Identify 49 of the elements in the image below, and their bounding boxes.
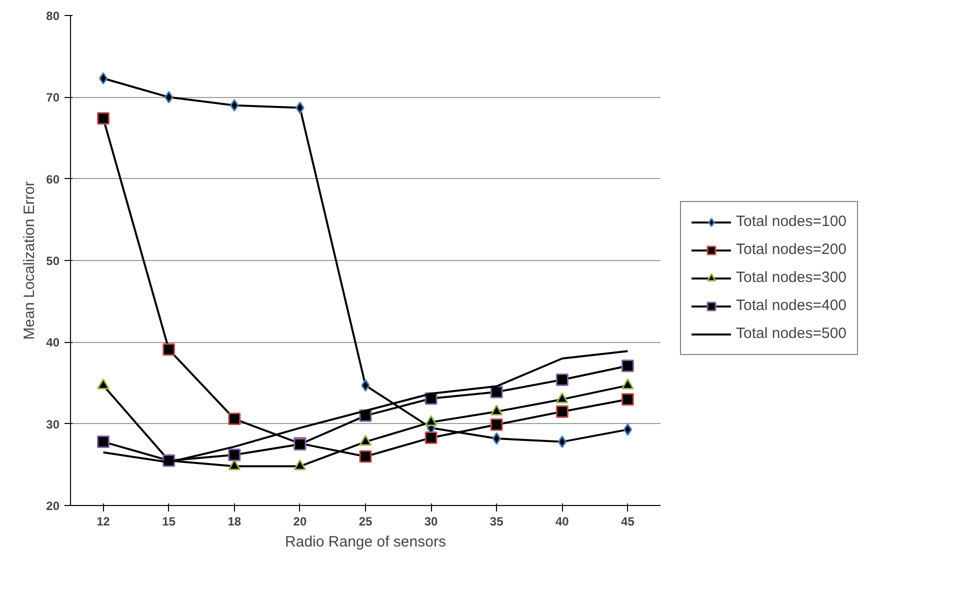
point bbox=[294, 459, 306, 470]
x-tick-label: 20 bbox=[293, 514, 307, 528]
point bbox=[492, 432, 502, 445]
legend-label: Total nodes=200 bbox=[736, 241, 847, 258]
point bbox=[621, 360, 634, 372]
y-tick-label: 30 bbox=[46, 417, 60, 432]
point bbox=[97, 378, 110, 390]
point bbox=[162, 343, 176, 356]
y-axis-title: Mean Localization Error bbox=[21, 181, 38, 340]
legend-label: Total nodes=400 bbox=[736, 297, 847, 314]
y-tick-label: 80 bbox=[46, 9, 60, 23]
point bbox=[558, 436, 567, 448]
point bbox=[230, 99, 239, 112]
x-tick-label: 40 bbox=[555, 514, 570, 528]
y-tick-label: 20 bbox=[46, 499, 60, 513]
point bbox=[556, 392, 568, 404]
legend-label: Total nodes=500 bbox=[736, 325, 847, 342]
x-axis-title: Radio Range of sensors bbox=[285, 534, 446, 550]
point bbox=[164, 90, 174, 104]
y-tick-label: 70 bbox=[46, 90, 60, 105]
y-tick-label: 40 bbox=[46, 336, 60, 350]
x-tick-label: 12 bbox=[96, 514, 110, 528]
point bbox=[556, 373, 568, 386]
y-tick-label: 60 bbox=[46, 172, 60, 186]
point bbox=[424, 431, 438, 444]
point bbox=[228, 412, 241, 426]
point bbox=[490, 418, 503, 431]
x-tick-label: 45 bbox=[621, 514, 635, 528]
point bbox=[424, 415, 438, 426]
point bbox=[359, 450, 372, 463]
point bbox=[228, 448, 241, 462]
point bbox=[621, 378, 634, 390]
legend-label: Total nodes=300 bbox=[736, 269, 847, 286]
point bbox=[490, 404, 503, 416]
point bbox=[490, 386, 503, 398]
point bbox=[98, 72, 108, 85]
point bbox=[359, 434, 372, 446]
y-tick-label: 50 bbox=[46, 254, 60, 268]
x-tick-label: 25 bbox=[358, 514, 372, 528]
point bbox=[556, 405, 568, 418]
legend-label: Total nodes=100 bbox=[736, 213, 847, 230]
x-tick-label: 18 bbox=[228, 514, 242, 528]
point bbox=[623, 423, 632, 436]
x-tick-label: 15 bbox=[162, 514, 176, 528]
point bbox=[621, 393, 634, 406]
point bbox=[97, 436, 110, 448]
point bbox=[97, 112, 110, 125]
x-tick-label: 35 bbox=[490, 514, 504, 528]
x-tick-label: 30 bbox=[424, 514, 438, 528]
